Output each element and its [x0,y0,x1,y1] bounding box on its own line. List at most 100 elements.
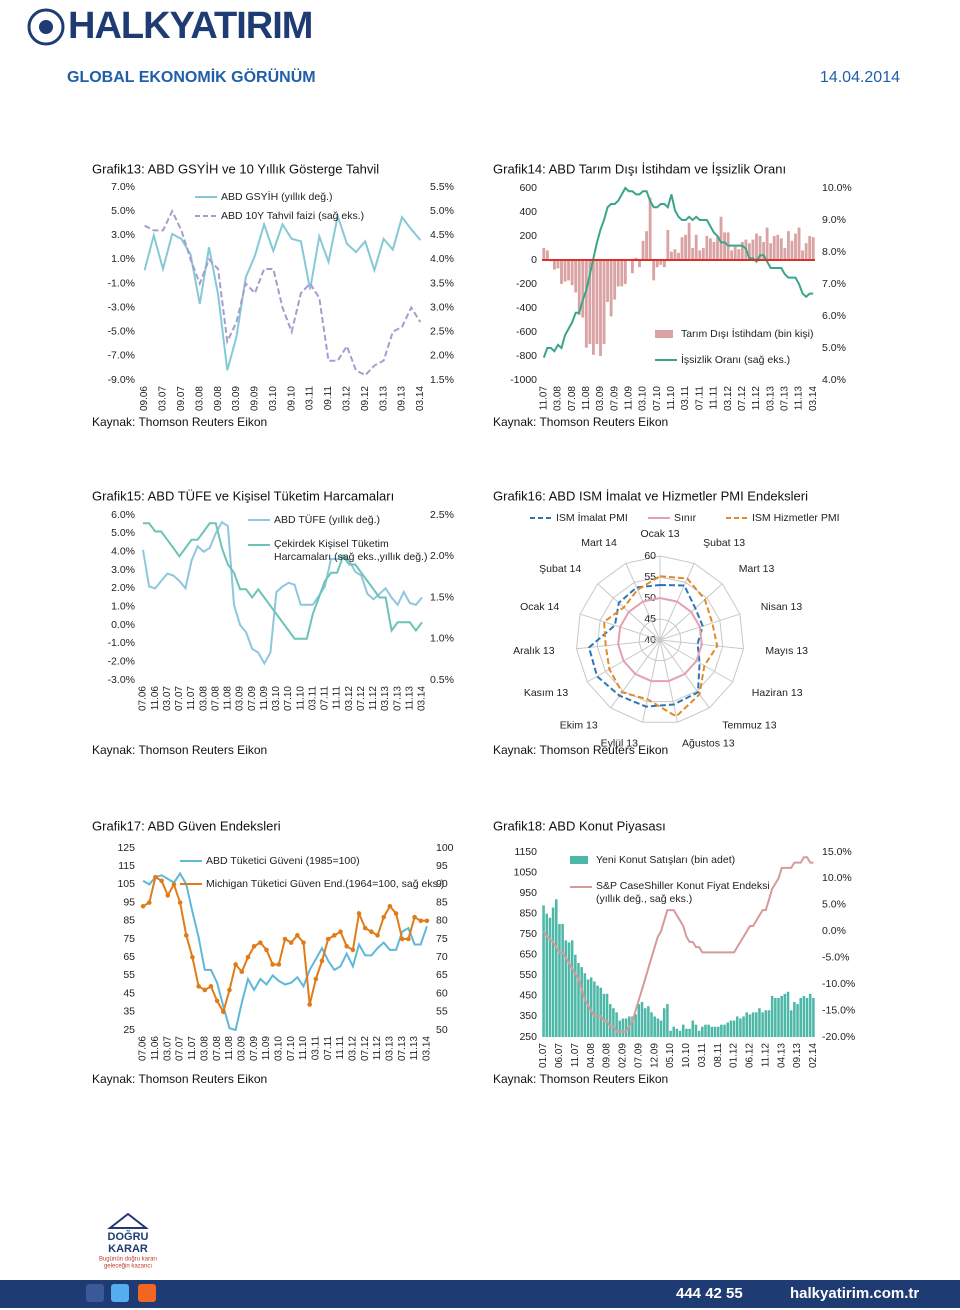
y2-tick-label: 2.0% [430,550,454,562]
y2-tick-label: 65 [436,969,448,981]
bar [623,260,627,284]
bar [677,252,680,260]
bar [748,1014,752,1037]
bar [561,923,564,1037]
bar [675,1028,679,1037]
legend-swatch [655,330,673,338]
x-tick-label: 09.08 [213,386,224,411]
marker [227,987,232,993]
x-tick-label: 11.10 [666,386,677,411]
bar [691,1020,695,1037]
bar [769,243,773,260]
chart-source: Kaynak: Thomson Reuters Eikon [493,1072,668,1086]
bar [701,1026,704,1037]
y-tick-label: 45 [123,987,135,999]
y-tick-label: -5.0% [108,326,135,338]
marker [307,1002,312,1007]
x-tick-label: 03.11 [310,1036,321,1061]
y2-tick-label: 60 [436,987,448,999]
bar [656,1018,660,1037]
marker [399,936,405,942]
twitter-icon[interactable] [111,1284,129,1302]
bar [751,239,755,260]
bar [606,260,610,302]
radar-series [603,575,719,718]
bar [802,995,806,1037]
bar [767,1010,771,1037]
y-tick-label: -7.0% [108,350,135,362]
bar [580,967,583,1037]
y2-tick-label: 15.0% [822,846,852,858]
y-tick-label: 400 [519,206,537,218]
bar [577,260,581,316]
logo-icon [27,8,65,46]
x-tick-label: 03.14 [808,386,819,411]
bar [673,249,677,260]
y-tick-label: -200 [516,278,537,290]
bar [653,1016,656,1037]
x-tick-label: 03.08 [198,686,209,711]
bar [640,1002,644,1037]
legend-label: Michigan Tüketici Güven End.(1964=100, s… [206,878,444,890]
y-tick-label: 2.0% [111,582,135,594]
marker [282,936,288,942]
bar [596,985,599,1037]
legend-label: ISM İmalat PMI [556,511,628,524]
x-tick-label: 09.06 [139,386,150,411]
footer-website[interactable]: halkyatirim.com.tr [790,1285,919,1302]
y-tick-label: 0 [531,254,537,266]
legend-label-box: Çekirdek Kişisel Tüketim Harcamaları (sa… [274,538,427,563]
bar [780,995,783,1037]
y-tick-label: 6.0% [111,509,135,521]
bar [707,1024,710,1037]
marker [418,918,424,924]
x-tick-label: 07.12 [360,1036,371,1061]
y2-tick-label: 85 [436,896,448,908]
x-tick-label: 03.10 [638,386,649,411]
radar-series [587,583,704,708]
bar [720,1024,723,1037]
r-tick-label: 60 [644,550,656,562]
bar [605,993,609,1037]
bar [758,236,762,260]
header: HALKYATIRIM GLOBAL EKONOMİK GÖRÜNÜM 14.0… [27,5,900,86]
bar [794,233,797,260]
bar [710,1026,714,1037]
x-tick-label: 03.10 [273,1036,284,1061]
bar [761,1012,764,1037]
marker [424,918,430,924]
x-tick-label: 05.10 [665,1043,676,1068]
bar [586,979,590,1037]
bar [574,954,577,1037]
y-tick-label: 200 [519,230,537,242]
marker [245,954,251,960]
x-tick-label: 06.07 [554,1043,565,1068]
bar [742,1016,745,1037]
page-title: GLOBAL EKONOMİK GÖRÜNÜM [67,67,316,86]
y-tick-label: -9.0% [108,374,135,386]
bar [680,237,684,260]
x-tick-label: 07.07 [174,686,185,711]
x-tick-label: 11.06 [150,1036,161,1061]
footer-logo-bottom: KARAR [108,1243,148,1255]
bar [786,991,790,1037]
bar [687,222,691,260]
facebook-icon[interactable] [86,1284,104,1302]
rss-icon[interactable] [138,1284,156,1302]
x-tick-label: 09.12 [360,386,371,411]
radar-grid [638,618,682,661]
marker [369,929,374,935]
chart-source: Kaynak: Thomson Reuters Eikon [92,1072,267,1086]
bar [776,234,780,260]
bar [694,234,698,260]
bar [723,1024,726,1037]
category-label: Haziran 13 [752,687,803,699]
category-label: Ağustos 13 [682,737,735,749]
y2-tick-label: 50 [436,1024,448,1036]
x-tick-label: 07.11 [694,386,705,411]
legend-label: ISM Hizmetler PMI [752,512,840,524]
footer-logo-top: DOĞRU [108,1230,149,1243]
bar [796,1004,799,1037]
marker [190,954,195,960]
marker [159,878,164,884]
